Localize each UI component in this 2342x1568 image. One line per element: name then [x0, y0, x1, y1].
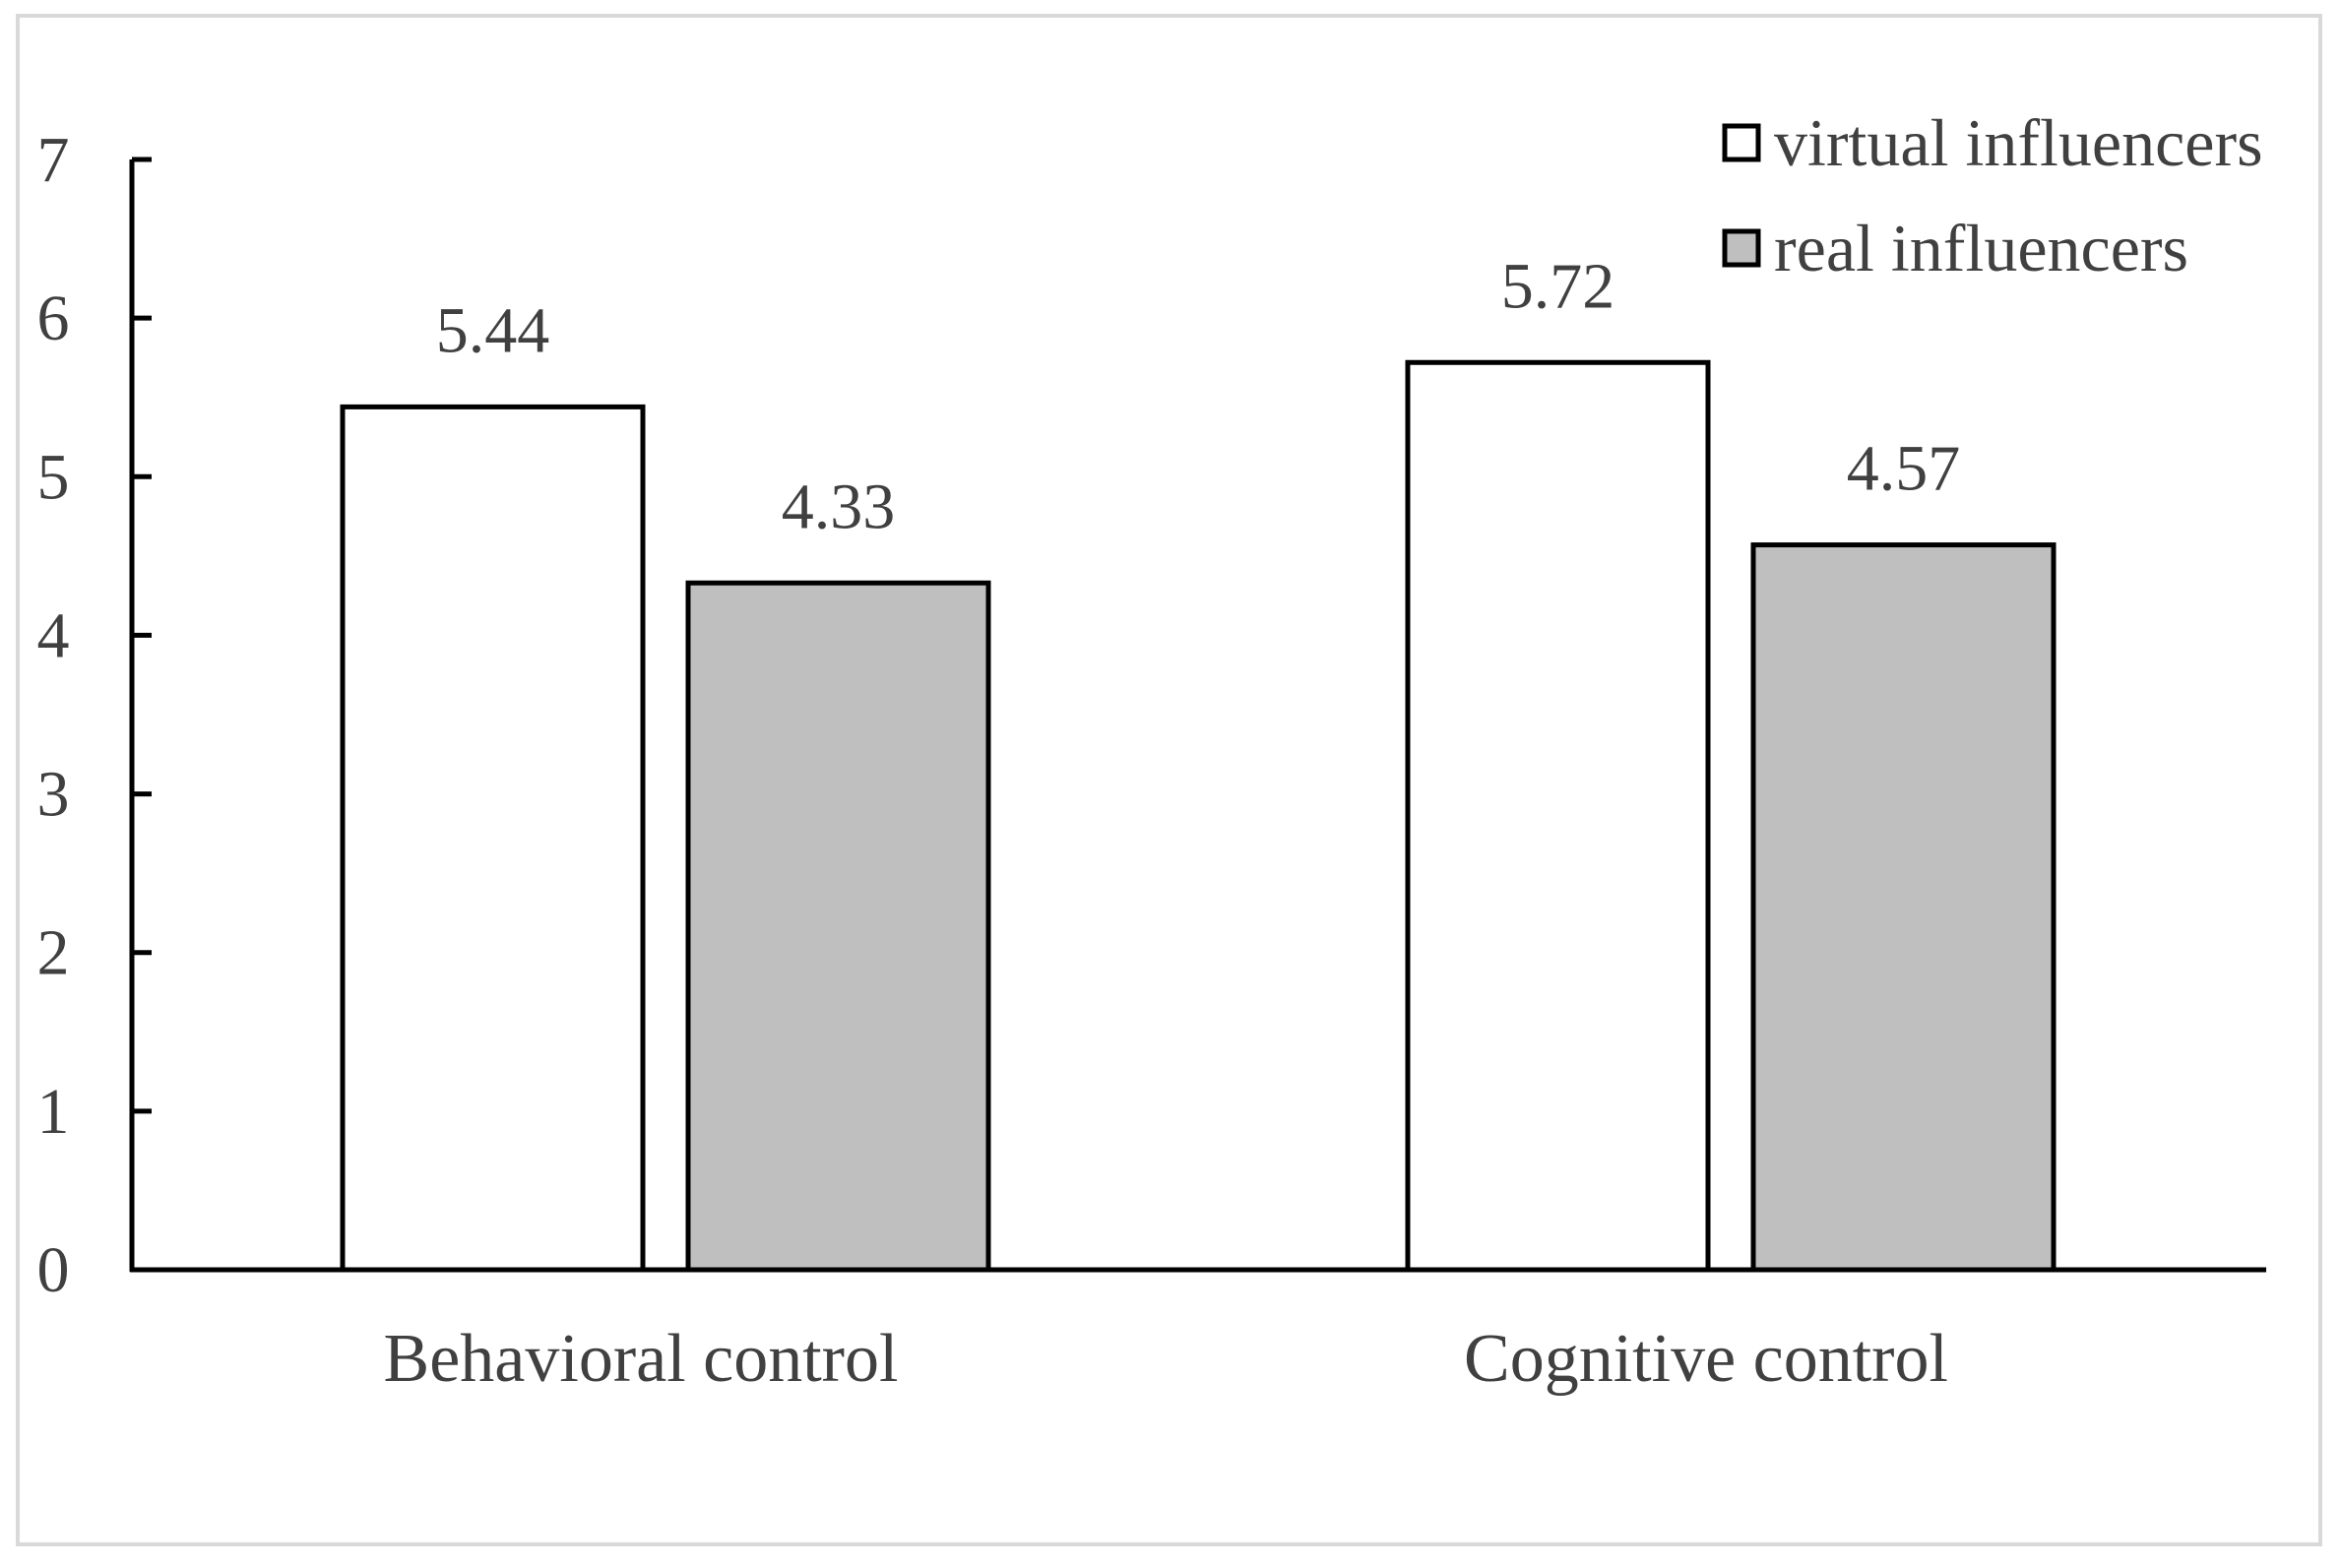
y-tick-label: 6 [37, 282, 70, 354]
y-tick-label: 4 [37, 599, 70, 671]
legend-swatch-virtual-influencers [1722, 123, 1761, 162]
y-tick-label: 0 [37, 1234, 70, 1306]
y-tick-label: 2 [37, 917, 70, 989]
y-tick-label: 7 [37, 124, 70, 196]
legend-swatch-real-influencers [1722, 228, 1761, 268]
legend-label: virtual influencers [1774, 105, 2263, 180]
bar-virtual-influencers-1 [1405, 359, 1711, 1273]
y-tick-label: 5 [37, 441, 70, 513]
y-tick-label: 3 [37, 759, 70, 831]
bar-real-influencers-1 [1750, 542, 2057, 1273]
x-category-label: Cognitive control [1464, 1321, 1948, 1397]
y-tick-label: 1 [37, 1076, 70, 1148]
legend-label: real influencers [1774, 211, 2188, 285]
bar-real-influencers-0 [685, 580, 991, 1273]
data-label: 4.57 [1847, 433, 1961, 505]
bar-virtual-influencers-0 [340, 404, 646, 1273]
data-label: 5.44 [436, 294, 550, 366]
data-label: 5.72 [1501, 250, 1615, 322]
data-label: 4.33 [782, 470, 896, 542]
x-category-label: Behavioral control [384, 1321, 899, 1397]
